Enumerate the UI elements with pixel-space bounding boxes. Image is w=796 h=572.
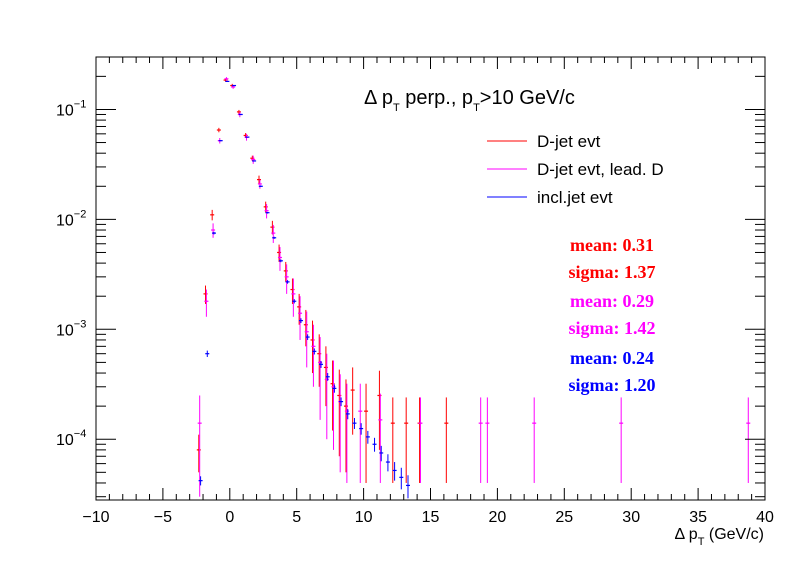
x-tick-label: 40: [756, 509, 774, 526]
y-tick-label: 10−3: [56, 318, 86, 339]
x-tick-label: −5: [154, 509, 172, 526]
stats-box: mean: 0.31 sigma: 1.37 mean: 0.29 sigma:…: [569, 235, 656, 395]
title-part: Δ p: [364, 87, 393, 109]
y-tick-label: 10−2: [56, 208, 86, 229]
data-marks: [196, 77, 751, 499]
legend-label-lead-d: D-jet evt, lead. D: [537, 160, 664, 179]
title-part: perp., p: [400, 87, 473, 109]
y-tick-label: 10−1: [56, 98, 86, 119]
x-tick-label: 5: [292, 509, 301, 526]
x-axis-title-part: (GeV/c): [704, 526, 764, 543]
x-axis-title-subscript: T: [698, 536, 705, 548]
x-tick-label: 0: [225, 509, 234, 526]
stat-mean-d-jet: mean: 0.31: [570, 235, 654, 255]
x-tick-label: 10: [355, 509, 373, 526]
legend-label-d-jet: D-jet evt: [537, 132, 601, 151]
stat-sigma-incl-jet: sigma: 1.20: [569, 375, 656, 395]
stat-sigma-d-jet: sigma: 1.37: [569, 262, 656, 282]
x-tick-label: −10: [82, 509, 109, 526]
x-tick-label: 25: [555, 509, 573, 526]
chart-title: Δ pT perp., pT>10 GeV/c: [364, 87, 575, 114]
title-subscript: T: [473, 102, 480, 114]
title-subscript: T: [393, 102, 400, 114]
x-tick-label: 15: [422, 509, 440, 526]
x-tick-label: 20: [489, 509, 507, 526]
stat-mean-lead-d: mean: 0.29: [570, 291, 654, 311]
x-axis-title: Δ pT (GeV/c): [675, 526, 764, 548]
title-part: >10 GeV/c: [480, 87, 575, 109]
legend-label-incl-jet: incl.jet evt: [537, 188, 613, 207]
x-tick-label: 35: [689, 509, 707, 526]
stat-sigma-lead-d: sigma: 1.42: [569, 318, 656, 338]
x-axis-title-part: Δ p: [675, 526, 698, 543]
y-tick-label: 10−4: [56, 428, 86, 449]
series-3: [198, 80, 410, 499]
legend: D-jet evt D-jet evt, lead. D incl.jet ev…: [487, 132, 664, 207]
stat-mean-incl-jet: mean: 0.24: [570, 348, 654, 368]
axes: −10 −5 0 5 10 15 20 25 30 35 40 10−4 10−3 10−2 10−1: [56, 57, 774, 526]
x-tick-label: 30: [622, 509, 640, 526]
